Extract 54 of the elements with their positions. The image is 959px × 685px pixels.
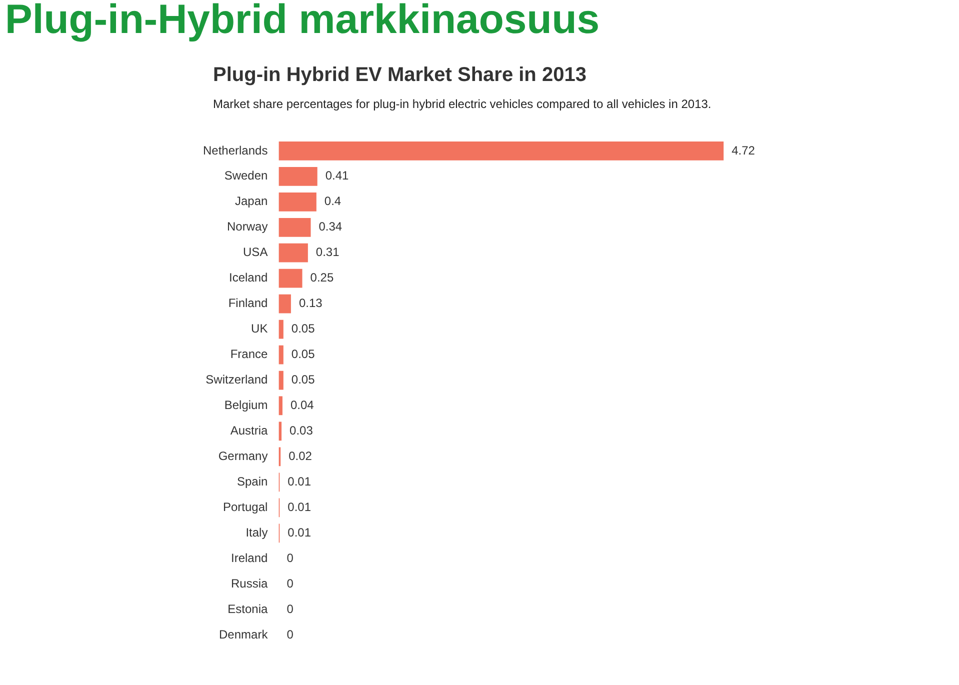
data-label: 0.05 bbox=[291, 372, 316, 387]
bar bbox=[278, 166, 318, 186]
data-label: 0.25 bbox=[310, 270, 334, 285]
bar bbox=[278, 294, 291, 314]
y-tick-label: Netherlands bbox=[202, 143, 268, 158]
y-tick-label: UK bbox=[251, 322, 268, 336]
bar bbox=[278, 142, 724, 160]
y-tick-label: Finland bbox=[228, 296, 268, 310]
data-label: 0.02 bbox=[288, 449, 312, 464]
data-label: 0 bbox=[286, 576, 294, 590]
data-label: 0.13 bbox=[298, 296, 323, 310]
data-label: 0.01 bbox=[288, 474, 312, 488]
data-label: 0 bbox=[286, 550, 294, 565]
y-tick-label: Iceland bbox=[229, 270, 268, 285]
y-tick-label: Russia bbox=[231, 576, 268, 590]
y-tick-label: Estonia bbox=[228, 602, 268, 616]
text: Market share percentages for plug-in hybrid electric vehicles compared to all vehicles in 2013. bbox=[213, 97, 712, 111]
data-label: 0.01 bbox=[288, 500, 312, 514]
chart-title: Plug-in-Hybrid markkinaosuus bbox=[5, 0, 600, 43]
y-tick-label: Switzerland bbox=[206, 372, 268, 387]
bar bbox=[278, 370, 284, 390]
data-label: 0.34 bbox=[318, 220, 342, 234]
bar bbox=[278, 268, 302, 288]
data-label: 0.01 bbox=[288, 525, 312, 540]
y-tick-label: Spain bbox=[237, 474, 268, 488]
data-label: 4.72 bbox=[732, 143, 756, 158]
data-label: 0.4 bbox=[324, 194, 342, 208]
bar bbox=[278, 218, 311, 237]
data-label: 0.41 bbox=[325, 168, 350, 183]
bar bbox=[278, 396, 282, 416]
chart-subtitle: Plug-in Hybrid EV Market Share in 2013 bbox=[213, 64, 586, 87]
y-tick-label: Germany bbox=[218, 449, 268, 464]
bar bbox=[278, 192, 316, 212]
data-label: 0.03 bbox=[290, 424, 314, 438]
y-tick-label: Belgium bbox=[224, 398, 268, 412]
y-tick-label: Denmark bbox=[219, 627, 269, 642]
y-tick-label: Japan bbox=[235, 194, 268, 208]
data-label: 0.05 bbox=[291, 347, 316, 362]
y-tick-label: France bbox=[230, 347, 268, 362]
bar bbox=[278, 243, 308, 262]
data-label: 0 bbox=[286, 602, 294, 616]
y-tick-label: Ireland bbox=[231, 550, 268, 565]
y-tick-label: Norway bbox=[227, 220, 268, 234]
bar bbox=[278, 345, 284, 364]
y-tick-label: Austria bbox=[230, 424, 268, 438]
data-label: 0.31 bbox=[316, 245, 340, 260]
data-label: 0.05 bbox=[291, 322, 316, 336]
bar bbox=[278, 320, 284, 339]
y-tick-label: USA bbox=[243, 245, 268, 260]
y-tick-label: Italy bbox=[246, 525, 268, 540]
y-tick-label: Portugal bbox=[223, 500, 268, 514]
data-label: 0 bbox=[286, 627, 294, 642]
data-label: 0.04 bbox=[290, 398, 314, 412]
y-tick-label: Sweden bbox=[224, 168, 268, 183]
